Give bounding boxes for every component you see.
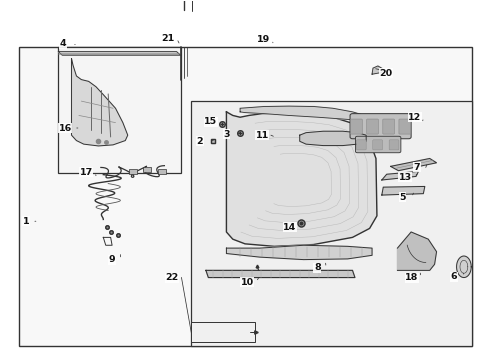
Text: 17: 17 (79, 168, 93, 177)
FancyBboxPatch shape (399, 119, 411, 134)
Polygon shape (240, 106, 369, 123)
Text: 4: 4 (60, 39, 67, 48)
Text: 11: 11 (255, 131, 269, 140)
Text: 22: 22 (165, 273, 178, 282)
FancyBboxPatch shape (373, 140, 383, 150)
FancyBboxPatch shape (383, 119, 394, 134)
FancyBboxPatch shape (389, 140, 399, 150)
Text: 9: 9 (109, 255, 116, 264)
Polygon shape (72, 59, 128, 146)
Polygon shape (300, 131, 366, 145)
FancyBboxPatch shape (355, 136, 401, 153)
Polygon shape (382, 171, 418, 180)
Bar (158, 168, 166, 174)
Polygon shape (391, 158, 437, 171)
FancyBboxPatch shape (367, 119, 378, 134)
Bar (58, 47, 181, 173)
Polygon shape (382, 186, 425, 195)
Polygon shape (206, 270, 355, 278)
Text: 5: 5 (399, 193, 406, 202)
Polygon shape (457, 256, 471, 278)
Text: 3: 3 (223, 130, 230, 139)
Bar (129, 168, 137, 174)
Text: 2: 2 (197, 137, 203, 146)
Polygon shape (397, 232, 437, 270)
Polygon shape (372, 66, 383, 74)
FancyBboxPatch shape (350, 114, 411, 139)
FancyBboxPatch shape (350, 119, 362, 134)
Polygon shape (58, 51, 180, 55)
Text: 6: 6 (451, 272, 458, 281)
Bar (191, 101, 472, 346)
Text: 13: 13 (399, 173, 412, 182)
Bar (144, 167, 151, 172)
Text: 15: 15 (204, 117, 218, 126)
Text: 14: 14 (283, 223, 296, 232)
Polygon shape (226, 245, 372, 260)
Polygon shape (226, 112, 377, 246)
Text: 18: 18 (405, 273, 419, 282)
Text: 8: 8 (314, 264, 320, 273)
Text: 12: 12 (408, 113, 422, 122)
Text: 1: 1 (23, 217, 29, 226)
Bar (19, 47, 472, 346)
Text: 21: 21 (161, 34, 174, 43)
Text: 10: 10 (241, 278, 254, 287)
Text: 19: 19 (257, 35, 270, 44)
FancyBboxPatch shape (356, 140, 366, 150)
Text: 16: 16 (59, 123, 72, 132)
Text: 7: 7 (414, 163, 420, 172)
Bar (191, 321, 255, 342)
Text: 20: 20 (379, 69, 392, 78)
